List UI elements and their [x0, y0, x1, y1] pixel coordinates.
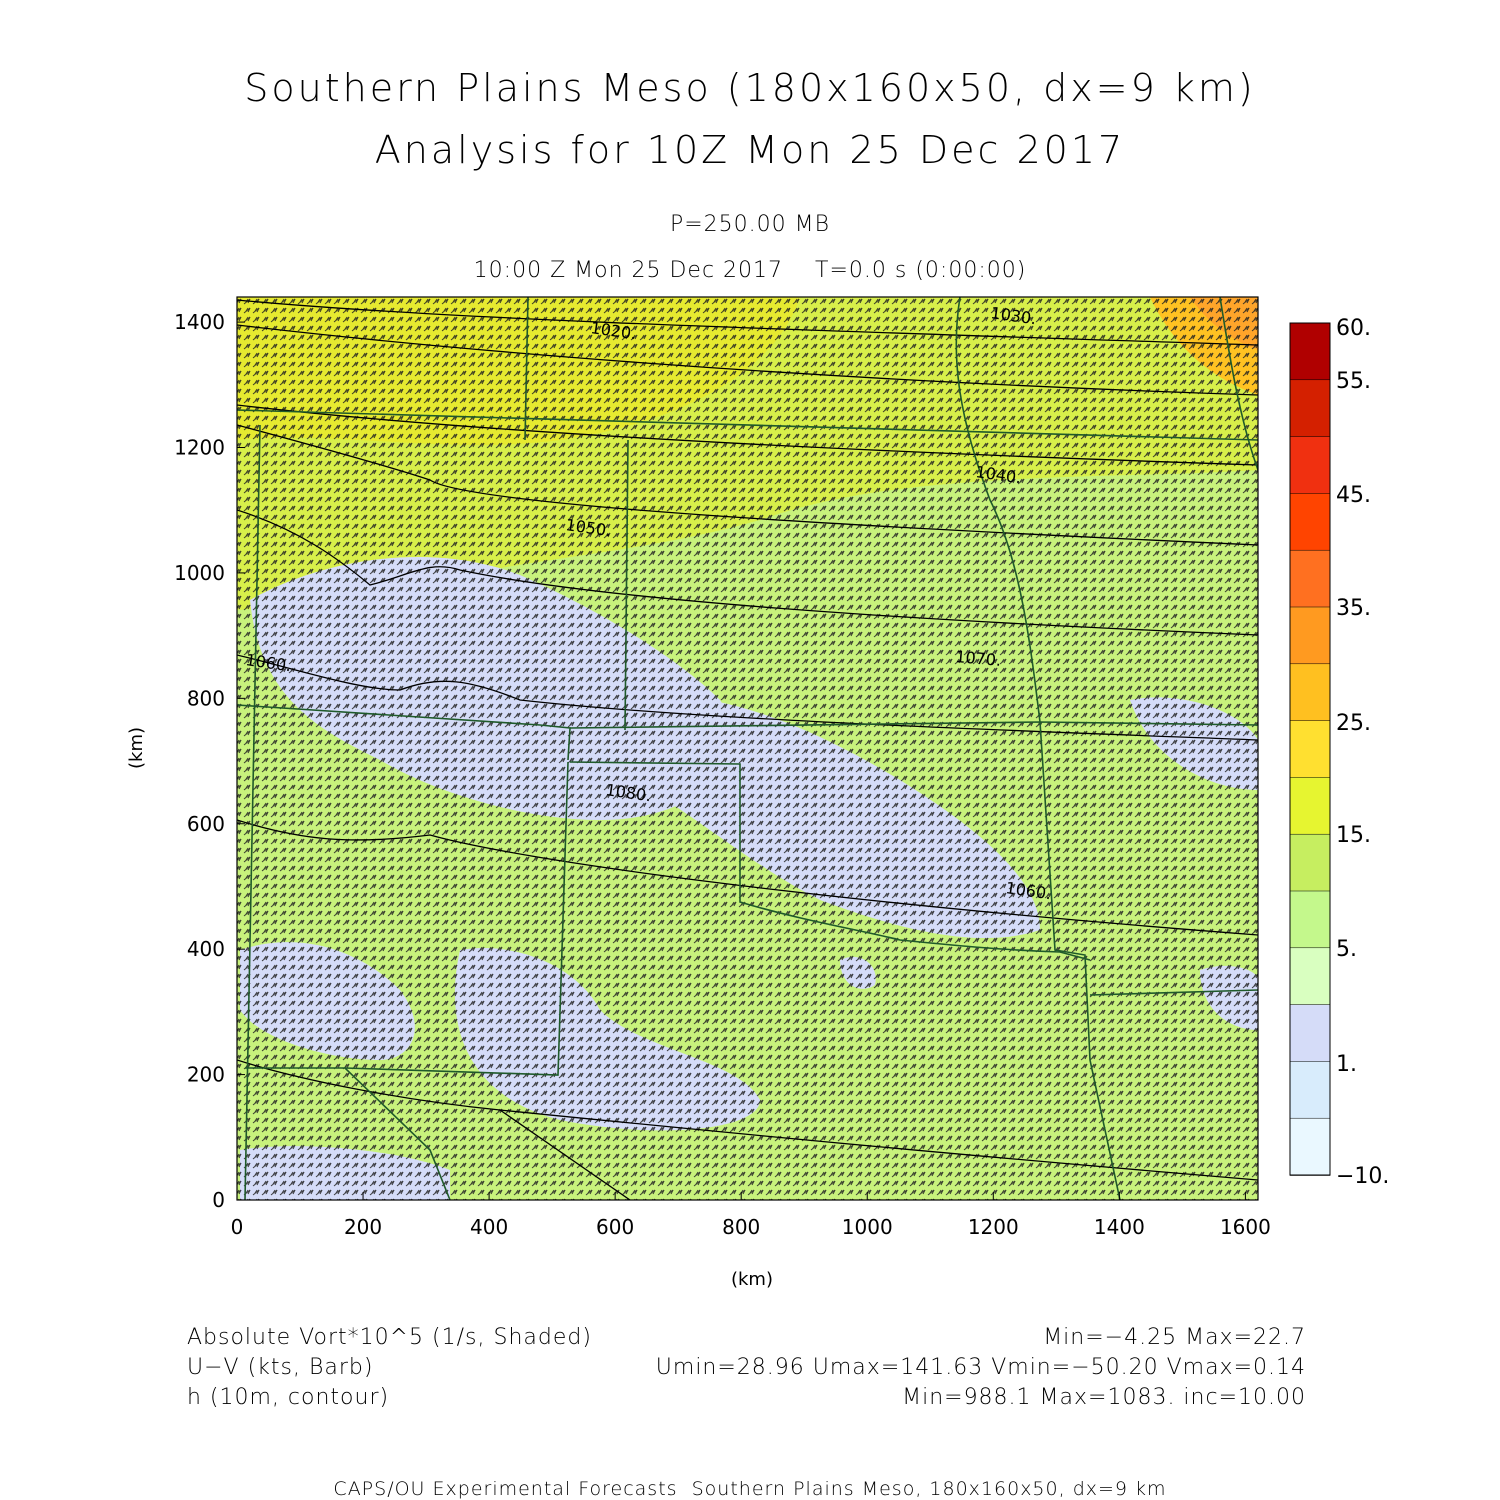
- contour-label: 1070.: [955, 647, 1002, 670]
- colorbar: [1289, 322, 1331, 1176]
- colorbar-swatch: [1289, 777, 1331, 835]
- x-axis-unit-label: (km): [731, 1269, 773, 1290]
- colorbar-swatch: [1289, 1061, 1331, 1119]
- colorbar-label: 35.: [1336, 596, 1371, 621]
- plot-frame: [236, 296, 1259, 1201]
- legend-field3: h (10m, contour): [187, 1385, 390, 1410]
- y-tick-label: 800: [187, 686, 225, 710]
- height-contours: [237, 299, 1258, 1200]
- colorbar-label: 45.: [1336, 483, 1371, 508]
- colorbar-label: 25.: [1336, 711, 1371, 736]
- y-tick-label: 0: [212, 1188, 225, 1212]
- legend-field2-stats: Umin=28.96 Umax=141.63 Vmin=−50.20 Vmax=…: [655, 1355, 1306, 1380]
- legend-field2: U−V (kts, Barb): [187, 1355, 374, 1380]
- colorbar-label: 60.: [1336, 316, 1371, 341]
- y-tick-label: 400: [187, 937, 225, 961]
- colorbar-swatch: [1289, 1004, 1331, 1063]
- x-tick-label: 1600: [1220, 1215, 1271, 1239]
- y-tick-label: 1200: [174, 436, 225, 460]
- colorbar-swatch: [1289, 322, 1331, 381]
- colorbar-swatch: [1289, 890, 1331, 949]
- colorbar-swatch: [1289, 436, 1331, 495]
- colorbar-label: 1.: [1336, 1052, 1357, 1077]
- vorticity-shading: [237, 297, 1258, 1200]
- x-tick-label: 1200: [968, 1215, 1019, 1239]
- colorbar-swatch: [1289, 1117, 1331, 1176]
- y-tick-label: 600: [187, 812, 225, 836]
- y-tick-label: 1400: [174, 310, 225, 334]
- x-tick-label: 0: [231, 1215, 244, 1239]
- y-tick-label: 1000: [174, 561, 225, 585]
- x-tick-label: 1000: [842, 1215, 893, 1239]
- y-axis: 0 200 400 600 800 1000 1200 1400: [174, 310, 245, 1212]
- legend-field3-stats: Min=988.1 Max=1083. inc=10.00: [902, 1385, 1306, 1410]
- x-tick-label: 1400: [1094, 1215, 1145, 1239]
- colorbar-label: −10.: [1336, 1164, 1389, 1189]
- colorbar-swatch: [1289, 720, 1331, 779]
- map-title-line2: Analysis for 10Z Mon 25 Dec 2017: [374, 128, 1126, 172]
- colorbar-swatch: [1289, 379, 1331, 438]
- valid-time-label: 10:00 Z Mon 25 Dec 2017 T=0.0 s (0:00:00…: [473, 258, 1027, 283]
- colorbar-labels: 60. 55. 45. 35. 25. 15. 5. 1. −10.: [1336, 316, 1389, 1189]
- y-tick-label: 200: [187, 1063, 225, 1087]
- legend-field1: Absolute Vort*10^5 (1/s, Shaded): [187, 1325, 592, 1350]
- x-tick-label: 400: [470, 1215, 508, 1239]
- colorbar-label: 55.: [1336, 369, 1371, 394]
- legend-field1-stats: Min=−4.25 Max=22.7: [1043, 1325, 1306, 1350]
- y-axis-unit-label: (km): [126, 727, 147, 769]
- map-title-line1: Southern Plains Meso (180x160x50, dx=9 k…: [244, 66, 1256, 110]
- colorbar-swatch: [1289, 606, 1331, 665]
- colorbar-swatch: [1289, 549, 1331, 608]
- credit-line: CAPS/OU Experimental Forecasts Southern …: [333, 1478, 1167, 1500]
- colorbar-swatch: [1289, 493, 1331, 551]
- pressure-level-label: P=250.00 MB: [669, 212, 831, 237]
- colorbar-swatch: [1289, 663, 1331, 722]
- colorbar-label: 5.: [1336, 937, 1357, 962]
- colorbar-frame: [1289, 322, 1331, 1176]
- colorbar-swatch: [1289, 833, 1331, 892]
- colorbar-label: 15.: [1336, 823, 1371, 848]
- x-axis: 0 200 400 600 800 1000 1200 1400 1600: [231, 1192, 1271, 1239]
- x-tick-label: 800: [722, 1215, 760, 1239]
- state-boundaries: [237, 297, 1258, 1200]
- colorbar-swatch: [1289, 947, 1331, 1006]
- x-tick-label: 600: [596, 1215, 634, 1239]
- x-tick-label: 200: [344, 1215, 382, 1239]
